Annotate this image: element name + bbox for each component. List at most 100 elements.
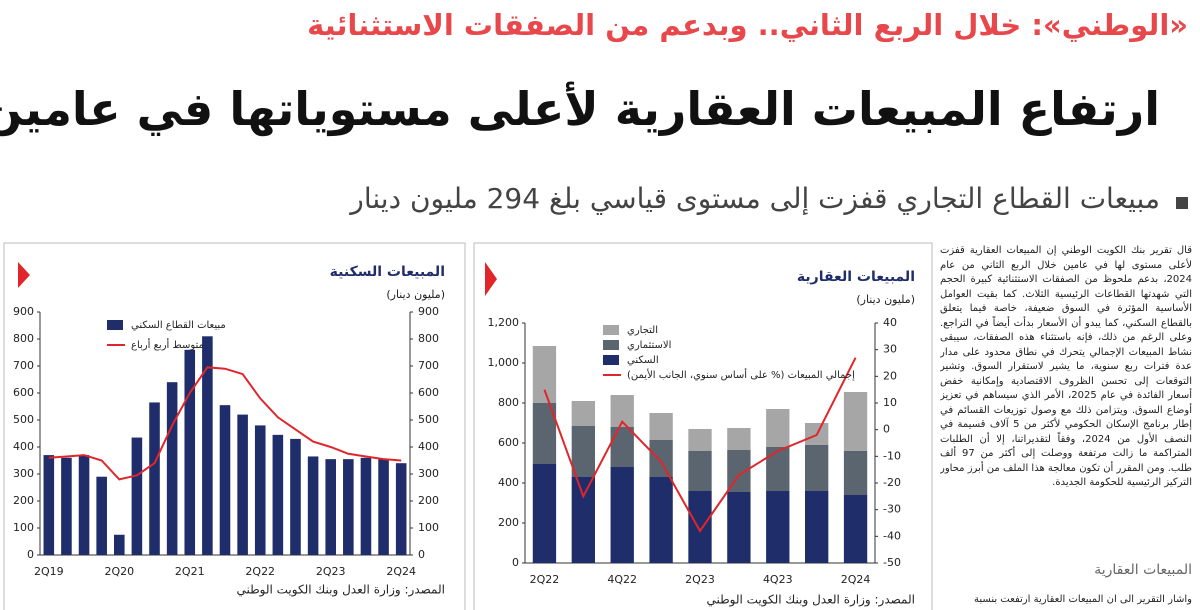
x-tick-label: 2Q19 [34,565,64,578]
article-body: قال تقرير بنك الكويت الوطني إن المبيعات … [940,245,1192,488]
bar [843,495,868,563]
y2-tick-label: 100 [418,521,439,534]
legend-swatch [107,320,123,330]
legend-label: الاستثماري [627,340,671,351]
bar [843,451,868,495]
bar [571,477,595,563]
bar [649,440,673,477]
unit: (مليون دينار) [386,288,445,301]
kicker: «الوطني»: خلال الربع الثاني.. وبدعم من ا… [307,8,1188,42]
bar [360,457,372,555]
chart-title: المبيعات العقارية [797,269,915,285]
bar [532,464,557,563]
y-tick-label: 500 [13,413,34,426]
x-tick-label: 2Q21 [175,565,205,578]
bar [766,447,790,491]
bullet [1176,197,1188,209]
bar [114,534,125,555]
x-tick-label: 4Q23 [763,573,793,586]
y-tick-label: 1,000 [488,356,520,369]
bar [290,438,301,555]
bar [688,429,712,451]
bar [237,414,248,555]
y-tick-label: 800 [498,396,519,409]
y-tick-label: 900 [13,305,34,318]
bar [688,451,712,491]
y2-tick-label: 30 [883,343,897,356]
legend-label: السكني [627,355,659,366]
bar [766,409,790,447]
y-tick-label: 800 [13,332,34,345]
legend-swatch [603,325,619,335]
y2-tick-label: -20 [883,476,901,489]
y2-tick-label: 10 [883,396,897,409]
subheadline: مبيعات القطاع التجاري قفزت إلى مستوى قيا… [350,182,1160,215]
bar [254,425,266,555]
x-tick-label: 4Q22 [607,573,637,586]
unit: (مليون دينار) [856,293,915,306]
y-tick-label: 600 [13,386,34,399]
bar [61,457,72,555]
bar [325,459,336,555]
x-tick-label: 2Q22 [530,573,560,586]
panel [473,242,933,610]
bar [166,382,178,555]
x-tick-label: 2Q23 [685,573,715,586]
legend-swatch [603,340,619,350]
bar [727,492,751,563]
y2-tick-label: 800 [418,332,439,345]
bar [78,455,90,555]
y-tick-label: 0 [27,548,34,561]
section-heading: المبيعات العقارية [1094,562,1192,578]
article-continuation: واشار التقرير الى ان المبيعات العقارية ا… [974,594,1192,605]
bar [571,426,595,477]
legend-label: متوسط أربع أرباع [131,338,204,351]
x-tick-label: 2Q22 [245,565,275,578]
legend-label: إجمالي المبيعات (% على أساس سنوي، الجانب… [627,368,855,381]
bar [688,491,712,563]
bar [727,428,751,450]
charts: المبيعات السكنية (مليون دينار) المصدر: وزا… [3,242,933,610]
y2-tick-label: -40 [883,529,901,542]
y-tick-label: 600 [498,436,519,449]
y-tick-label: 0 [512,556,519,569]
bar [43,455,55,555]
bar [843,392,868,451]
source: المصدر: وزارة العدل وبنك الكويت الوطني [236,583,445,598]
bar [532,346,557,403]
legend-label: مبيعات القطاع السكني [131,320,226,331]
y2-tick-label: 20 [883,369,897,382]
bar [532,403,557,464]
y-tick-label: 100 [13,521,34,534]
bar [395,463,407,555]
chart-title: المبيعات السكنية [330,264,445,280]
bar [571,401,595,426]
y-tick-label: 200 [498,516,519,529]
bar [202,336,213,555]
y2-tick-label: -10 [883,449,901,462]
bar [184,349,196,555]
y2-tick-label: 0 [418,548,425,561]
bar [272,434,284,555]
bar [649,477,673,563]
y2-tick-label: 500 [418,413,439,426]
line [48,366,402,481]
y2-tick-label: 900 [418,305,439,318]
bar [766,491,790,563]
legend-swatch [603,355,619,365]
y-tick-label: 400 [13,440,34,453]
x-tick-label: 2Q20 [104,565,134,578]
source: المصدر: وزارة العدل وبنك الكويت الوطني [706,593,915,608]
bar [610,427,634,467]
bar [131,437,143,555]
bar [378,459,389,555]
y2-tick-label: 600 [418,386,439,399]
legend-label: التجاري [627,325,658,336]
y2-tick-label: -30 [883,503,901,516]
y-tick-label: 700 [13,359,34,372]
panel [3,242,466,610]
line [543,357,857,533]
y2-tick-label: 700 [418,359,439,372]
headline: ارتفاع المبيعات العقارية لأعلى مستوياتها… [0,82,1160,136]
